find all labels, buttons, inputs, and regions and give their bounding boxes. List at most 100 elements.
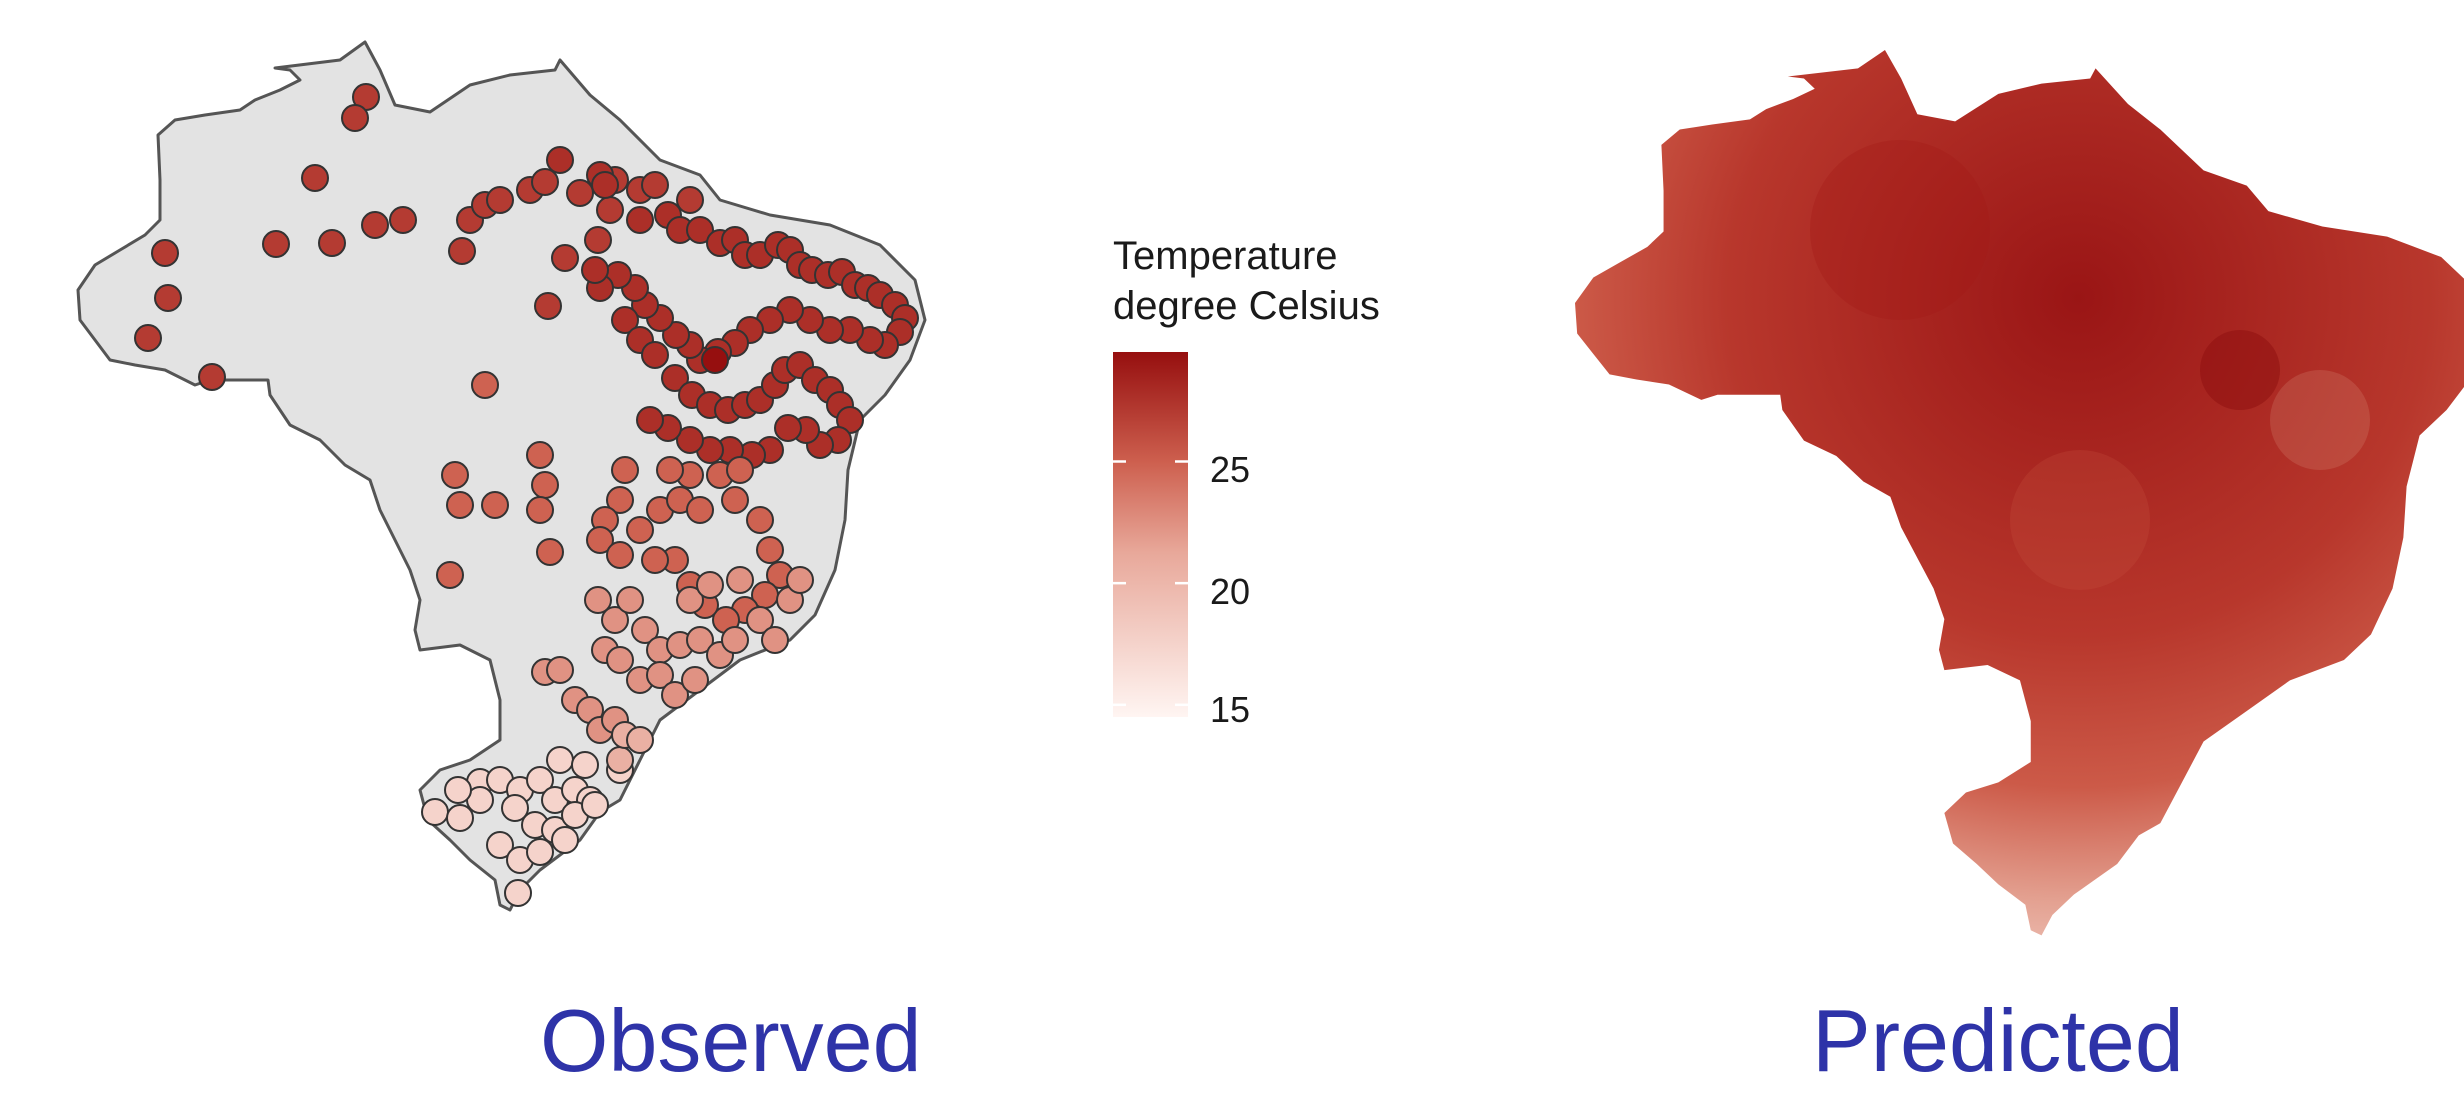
observed-station-point — [611, 456, 639, 484]
observed-station-point — [786, 566, 814, 594]
observed-station-point — [581, 256, 609, 284]
legend-tick-label-15: 15 — [1210, 689, 1251, 730]
observed-station-point — [584, 226, 612, 254]
observed-station-point — [571, 751, 599, 779]
observed-station-point — [481, 491, 509, 519]
observed-station-point — [341, 104, 369, 132]
observed-station-point — [546, 146, 574, 174]
observed-station-point — [756, 536, 784, 564]
observed-station-point — [526, 441, 554, 469]
observed-station-point — [606, 646, 634, 674]
observed-station-point — [591, 171, 619, 199]
observed-station-point — [536, 538, 564, 566]
observed-station-point — [726, 566, 754, 594]
observed-station-point — [656, 456, 684, 484]
predicted-hotspots — [1810, 140, 2370, 590]
observed-station-point — [701, 346, 729, 374]
observed-station-point — [586, 526, 614, 554]
observed-caption: Observed — [540, 991, 922, 1090]
observed-station-point — [636, 406, 664, 434]
observed-station-point — [606, 541, 634, 569]
observed-station-point — [641, 341, 669, 369]
observed-station-point — [661, 364, 689, 392]
predicted-hotspot — [2270, 370, 2370, 470]
predicted-hotspot — [2200, 330, 2280, 410]
observed-station-point — [676, 426, 704, 454]
observed-station-point — [198, 363, 226, 391]
observed-station-point — [526, 766, 554, 794]
observed-map-panel — [76, 40, 927, 912]
observed-station-point — [606, 746, 634, 774]
observed-station-point — [581, 791, 609, 819]
observed-station-point — [686, 496, 714, 524]
observed-station-point — [596, 196, 624, 224]
observed-station-point — [721, 486, 749, 514]
observed-station-point — [318, 229, 346, 257]
observed-station-point — [444, 776, 472, 804]
observed-station-point — [526, 838, 554, 866]
observed-station-point — [448, 237, 476, 265]
legend-tick-label-20: 20 — [1210, 571, 1251, 612]
predicted-raster-surface — [1575, 50, 2464, 936]
observed-station-point — [641, 171, 669, 199]
observed-station-point — [262, 230, 290, 258]
legend-tick-marks — [1113, 460, 1188, 707]
legend-title-line2: degree Celsius — [1113, 284, 1380, 328]
observed-station-point — [361, 211, 389, 239]
observed-station-point — [721, 626, 749, 654]
observed-station-point — [606, 486, 634, 514]
observed-station-point — [662, 321, 690, 349]
observed-country-outline — [76, 40, 927, 912]
observed-station-point — [504, 879, 532, 907]
predicted-hotspot — [1810, 140, 1990, 320]
observed-station-point — [746, 506, 774, 534]
observed-station-point — [486, 831, 514, 859]
legend-title-line1: Temperature — [1113, 234, 1338, 278]
observed-station-point — [151, 239, 179, 267]
observed-station-point — [646, 661, 674, 689]
observed-station-point — [551, 244, 579, 272]
observed-station-point — [534, 292, 562, 320]
legend — [1113, 352, 1188, 717]
observed-station-point — [546, 746, 574, 774]
observed-station-point — [486, 186, 514, 214]
observed-station-point — [421, 798, 449, 826]
observed-station-point — [154, 284, 182, 312]
observed-station-point — [601, 606, 629, 634]
observed-station-point — [686, 216, 714, 244]
observed-station-point — [531, 471, 559, 499]
observed-station-point — [584, 586, 612, 614]
predicted-caption: Predicted — [1812, 991, 2184, 1090]
observed-station-point — [626, 516, 654, 544]
observed-station-point — [446, 804, 474, 832]
observed-station-point — [726, 456, 754, 484]
observed-station-point — [641, 546, 669, 574]
observed-station-point — [501, 794, 529, 822]
observed-station-point — [676, 586, 704, 614]
predicted-map-panel — [1575, 50, 2464, 936]
observed-station-point — [546, 656, 574, 684]
observed-station-point — [761, 626, 789, 654]
observed-station-point — [626, 206, 654, 234]
observed-station-point — [611, 306, 639, 334]
observed-station-point — [551, 826, 579, 854]
observed-station-point — [774, 414, 802, 442]
observed-station-point — [436, 561, 464, 589]
observed-station-point — [301, 164, 329, 192]
observed-station-point — [531, 168, 559, 196]
observed-station-point — [686, 626, 714, 654]
predicted-hotspot — [2010, 450, 2150, 590]
observed-station-point — [471, 371, 499, 399]
legend-tick-label-25: 25 — [1210, 449, 1251, 490]
observed-station-point — [446, 491, 474, 519]
observed-station-points — [134, 83, 919, 907]
observed-station-point — [746, 606, 774, 634]
observed-station-point — [134, 324, 162, 352]
observed-station-point — [566, 179, 594, 207]
observed-station-point — [676, 186, 704, 214]
observed-station-point — [616, 586, 644, 614]
observed-station-point — [631, 616, 659, 644]
observed-station-point — [389, 206, 417, 234]
